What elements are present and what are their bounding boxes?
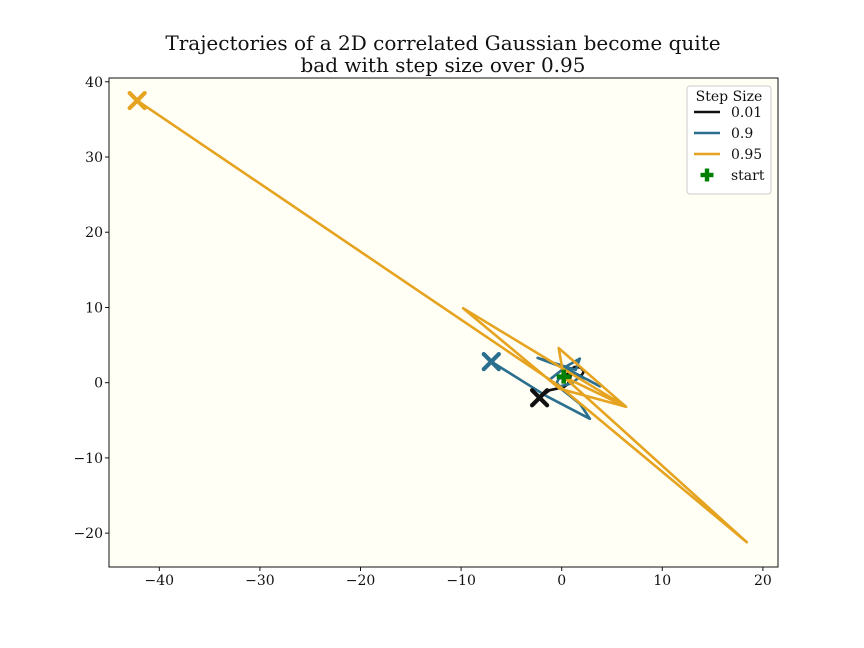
end-marker-0-95 bbox=[127, 90, 147, 111]
end-marker-0-01 bbox=[529, 388, 550, 408]
legend-entry-label: start bbox=[731, 168, 765, 184]
end-marker-stroke bbox=[481, 352, 501, 372]
x-tick-label: 10 bbox=[653, 573, 671, 589]
y-tick-label: 40 bbox=[85, 75, 103, 91]
y-tick-label: −10 bbox=[73, 451, 103, 467]
legend-entry: 0.01 bbox=[694, 105, 762, 121]
y-tick-label: 30 bbox=[85, 150, 103, 166]
legend-entry-label: 0.9 bbox=[731, 126, 753, 142]
x-tick-label: 20 bbox=[754, 573, 772, 589]
legend: Step Size 0.01 0.9 0.95 start bbox=[686, 85, 772, 195]
end-marker-stroke bbox=[127, 90, 147, 111]
plot-frame bbox=[108, 77, 779, 568]
end-marker-0-9 bbox=[481, 352, 501, 372]
legend-entry-label: 0.95 bbox=[731, 147, 762, 163]
x-tick-label: −10 bbox=[446, 573, 476, 589]
chart-title-line-1: Trajectories of a 2D correlated Gaussian… bbox=[165, 31, 720, 55]
legend-title: Step Size bbox=[696, 89, 763, 105]
x-tick-label: −40 bbox=[145, 573, 175, 589]
y-tick-label: 10 bbox=[85, 300, 103, 316]
legend-entry: 0.9 bbox=[694, 126, 753, 142]
x-axis-ticks: −40 −30 −20 −10 0 10 20 bbox=[145, 567, 772, 589]
start-marker bbox=[556, 369, 571, 384]
y-tick-label: 0 bbox=[94, 376, 103, 392]
x-tick-label: 0 bbox=[557, 573, 566, 589]
legend-entry-label: 0.01 bbox=[731, 105, 762, 121]
marker-layer bbox=[127, 90, 571, 408]
chart-title-line-2: bad with step size over 0.95 bbox=[301, 53, 586, 77]
x-tick-label: −20 bbox=[346, 573, 376, 589]
legend-entry: start bbox=[700, 168, 765, 184]
y-axis-ticks: −20 −10 0 10 20 30 40 bbox=[73, 75, 109, 542]
series-line-0-95 bbox=[135, 99, 749, 544]
legend-entry: 0.95 bbox=[694, 147, 762, 163]
y-tick-label: −20 bbox=[73, 526, 103, 542]
legend-entries: 0.01 0.9 0.95 start bbox=[694, 105, 765, 184]
end-marker-stroke bbox=[529, 388, 550, 408]
x-tick-label: −30 bbox=[245, 573, 275, 589]
plot-area bbox=[109, 78, 778, 567]
y-tick-label: 20 bbox=[85, 225, 103, 241]
series-layer bbox=[135, 99, 749, 544]
